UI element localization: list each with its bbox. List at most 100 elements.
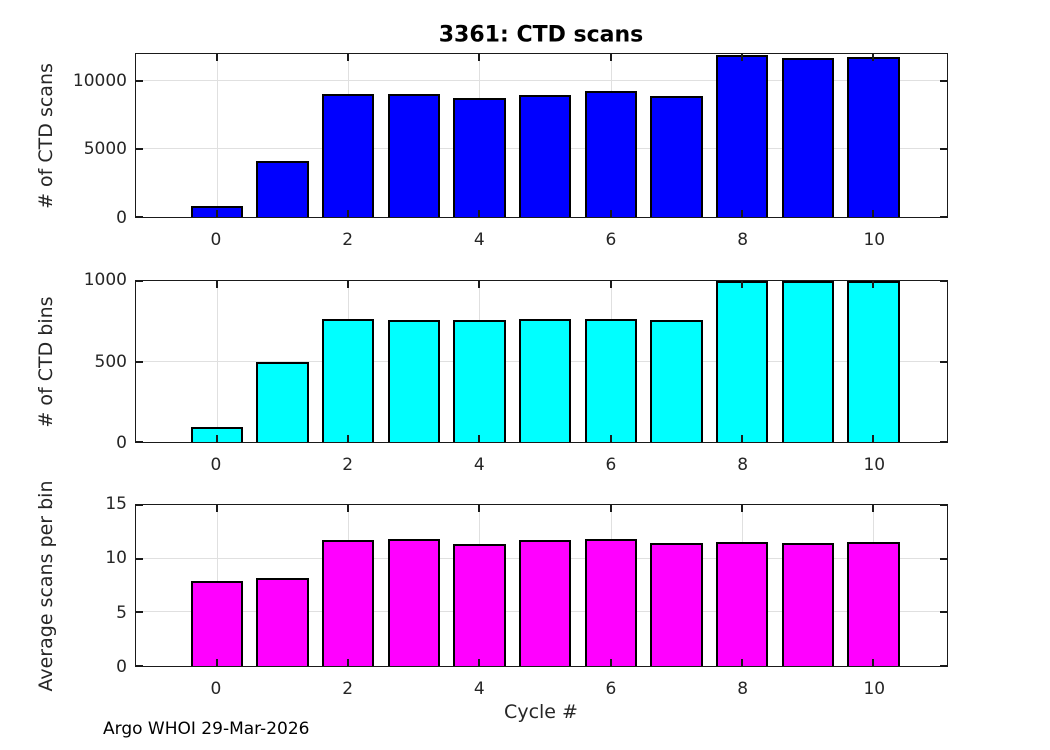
x-tick-mark: [215, 281, 218, 288]
y-tick-label: 1000: [83, 270, 127, 290]
v-gridline: [216, 54, 218, 217]
bar-cycle-3: [387, 319, 441, 442]
bar-cycle-9: [781, 281, 835, 442]
x-tick-mark: [478, 435, 481, 442]
bar-cycle-1: [256, 160, 309, 217]
bar-cycle-7: [650, 319, 703, 442]
bar-cycle-0: [190, 426, 244, 442]
x-tick-mark: [347, 281, 350, 288]
x-tick-mark: [741, 210, 744, 217]
x-tick-mark: [872, 435, 875, 442]
x-tick-mark: [741, 54, 744, 61]
bar-cycle-10: [847, 56, 900, 217]
x-tick-label: 8: [737, 679, 749, 699]
x-tick-mark: [741, 435, 744, 442]
y-tick-label: 5000: [83, 139, 127, 160]
y-tick-mark: [136, 665, 143, 667]
bar-cycle-6: [584, 538, 638, 666]
x-tick-mark: [215, 435, 218, 442]
bar-cycle-7: [650, 542, 703, 666]
y-tick-mark: [940, 611, 947, 614]
bar-cycle-9: [781, 58, 835, 217]
y-tick-mark: [136, 148, 143, 151]
bar-cycle-2: [321, 318, 375, 442]
v-gridline: [216, 281, 218, 442]
y-tick-mark: [136, 280, 143, 282]
h-gridline: [136, 80, 947, 82]
bar-cycle-8: [715, 54, 769, 217]
y-tick-label: 5: [116, 602, 127, 623]
x-axis-label: Cycle #: [504, 701, 578, 723]
y-tick-mark: [940, 557, 947, 560]
x-tick-mark: [741, 659, 744, 666]
x-tick-mark: [215, 659, 218, 666]
x-tick-mark: [478, 210, 481, 217]
x-tick-mark: [478, 505, 481, 512]
bar-cycle-8: [715, 281, 769, 442]
x-tick-label: 6: [605, 679, 617, 699]
y-tick-label: 0: [116, 208, 127, 228]
bar-cycle-5: [518, 540, 572, 666]
x-tick-mark: [215, 505, 218, 512]
axes-ctd-scans: [135, 53, 948, 218]
bar-cycle-3: [387, 93, 441, 217]
y-tick-label: 0: [116, 433, 127, 453]
y-tick-label: 15: [105, 494, 127, 514]
y-tick-mark: [136, 80, 143, 83]
bar-cycle-2: [321, 94, 375, 217]
y-tick-label: 10: [105, 548, 127, 569]
x-tick-mark: [347, 659, 350, 666]
y-axis-label-ctd-scans: # of CTD scans: [35, 62, 57, 209]
y-tick-mark: [136, 441, 143, 443]
y-tick-mark: [940, 216, 947, 218]
x-tick-mark: [347, 54, 350, 61]
footer-text: Argo WHOI 29-Mar-2026: [103, 719, 310, 739]
bar-cycle-4: [453, 97, 506, 217]
x-tick-mark: [609, 659, 612, 666]
x-tick-label: 4: [473, 230, 485, 250]
axes-ctd-bins: [135, 280, 948, 443]
x-tick-mark: [872, 505, 875, 512]
x-tick-label: 2: [342, 679, 354, 699]
x-tick-label: 10: [863, 230, 886, 250]
y-tick-mark: [940, 441, 947, 443]
x-tick-label: 8: [737, 230, 749, 250]
y-tick-mark: [940, 80, 947, 83]
bar-cycle-1: [256, 361, 309, 442]
bar-cycle-1: [256, 578, 309, 666]
x-tick-mark: [478, 281, 481, 288]
x-tick-mark: [872, 54, 875, 61]
x-tick-label: 2: [342, 455, 354, 475]
bar-cycle-5: [518, 318, 572, 442]
x-tick-mark: [872, 659, 875, 666]
x-tick-mark: [215, 54, 218, 61]
x-tick-label: 4: [473, 679, 485, 699]
y-tick-label: 500: [94, 351, 127, 372]
x-tick-mark: [215, 210, 218, 217]
x-tick-mark: [347, 435, 350, 442]
x-tick-label: 6: [605, 230, 617, 250]
x-tick-label: 2: [342, 230, 354, 250]
x-tick-mark: [478, 659, 481, 666]
bar-cycle-6: [584, 91, 638, 217]
y-tick-label: 10000: [72, 70, 127, 91]
x-tick-mark: [609, 210, 612, 217]
page-title: 3361: CTD scans: [438, 22, 644, 48]
x-tick-label: 0: [210, 230, 222, 250]
y-axis-label-ctd-bins: # of CTD bins: [35, 295, 57, 428]
y-tick-mark: [940, 360, 947, 363]
x-tick-mark: [347, 505, 350, 512]
x-tick-mark: [478, 54, 481, 61]
y-tick-mark: [940, 504, 947, 506]
y-tick-mark: [940, 665, 947, 667]
x-tick-mark: [872, 281, 875, 288]
x-tick-mark: [609, 505, 612, 512]
x-tick-mark: [347, 210, 350, 217]
y-tick-mark: [136, 216, 143, 218]
x-tick-label: 0: [210, 679, 222, 699]
x-tick-mark: [609, 281, 612, 288]
x-tick-mark: [872, 210, 875, 217]
bar-cycle-8: [715, 541, 769, 666]
bar-cycle-2: [321, 540, 375, 666]
